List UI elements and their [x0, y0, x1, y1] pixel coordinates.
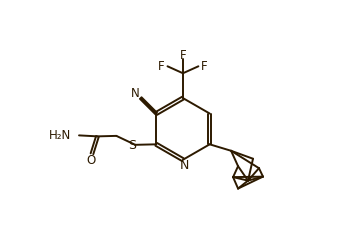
Text: H₂N: H₂N: [49, 129, 72, 142]
Text: F: F: [158, 60, 165, 73]
Text: F: F: [179, 49, 186, 62]
Text: F: F: [201, 60, 208, 73]
Text: N: N: [179, 158, 189, 171]
Text: N: N: [131, 86, 140, 99]
Text: S: S: [128, 139, 136, 152]
Text: O: O: [87, 153, 96, 166]
